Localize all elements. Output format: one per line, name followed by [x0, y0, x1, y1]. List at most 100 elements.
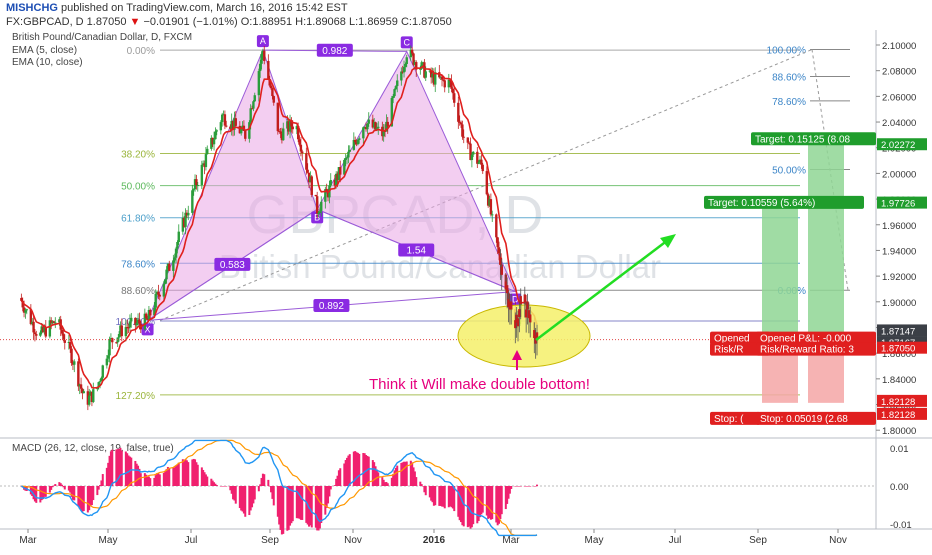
candle-body — [439, 76, 442, 78]
macd-hist-bar — [271, 486, 274, 499]
fib-level-label: 127.20% — [116, 391, 156, 402]
candle-body — [149, 309, 152, 316]
macd-hist-bar — [118, 448, 121, 486]
risk-label-1-bg — [710, 342, 770, 356]
candle-body — [158, 294, 161, 297]
candle-body — [344, 158, 347, 160]
candle-body — [261, 50, 265, 55]
macd-hist-bar — [116, 449, 119, 486]
macd-hist-bar — [310, 486, 313, 528]
candle-body — [419, 68, 422, 70]
macd-hist-bar — [434, 486, 437, 506]
price-tag-bg — [877, 138, 927, 151]
ema-line — [20, 65, 538, 389]
macd-hist-bar — [458, 486, 461, 521]
candle-body — [305, 153, 308, 170]
price-tick-label: 1.80000 — [882, 426, 916, 437]
candle-body — [124, 327, 128, 337]
opened-label-1-bg — [710, 331, 770, 345]
macd-hist-bar — [517, 486, 520, 487]
ratio-label: 0.982 — [322, 46, 347, 57]
candle-body — [185, 212, 189, 216]
annotation-arrow-head-icon — [512, 350, 522, 360]
macd-hist-bar — [529, 486, 532, 487]
macd-hist-bar — [109, 451, 112, 486]
macd-hist-bar — [329, 486, 332, 490]
ratio-badge — [214, 257, 251, 271]
ema10-legend[interactable]: EMA (10, close) — [12, 57, 83, 68]
macd-hist-bar — [71, 486, 74, 500]
candle-body — [187, 212, 190, 216]
ema5-legend[interactable]: EMA (5, close) — [12, 45, 78, 56]
macd-tick-label: -0.01 — [890, 520, 912, 531]
candle-body — [182, 217, 186, 227]
macd-hist-bar — [518, 486, 521, 487]
macd-hist-bar — [181, 459, 184, 486]
pattern-point-label: C — [403, 37, 410, 47]
candle-body — [429, 70, 433, 78]
macd-hist-bar — [510, 486, 513, 489]
candle-body-highlight — [526, 301, 529, 310]
macd-hist-bar — [316, 486, 319, 531]
candle-body-highlight — [510, 301, 513, 310]
candle-body — [356, 139, 360, 145]
macd-hist-bar — [282, 486, 285, 534]
candle-body — [421, 62, 425, 64]
candle-body — [173, 257, 176, 261]
macd-hist-bar — [260, 477, 263, 486]
candle-body — [146, 318, 149, 320]
price-tag: 1.87050 — [881, 344, 915, 355]
candle-body — [35, 334, 38, 336]
candle-body — [363, 127, 366, 129]
candle-body — [29, 309, 33, 325]
price-tick-label: 1.94000 — [882, 246, 916, 257]
author-name[interactable]: MISHCHG — [6, 2, 58, 14]
macd-hist-bar — [58, 482, 61, 486]
candle-body-highlight — [515, 314, 518, 323]
macd-hist-bar — [80, 486, 83, 511]
macd-hist-bar — [396, 465, 399, 486]
macd-hist-bar — [119, 447, 122, 486]
candle-body — [382, 130, 385, 137]
macd-hist-bar — [138, 468, 141, 486]
candle-body — [233, 118, 236, 130]
target-zone-1 — [762, 202, 798, 340]
candle-body — [428, 70, 432, 72]
macd-hist-bar — [489, 486, 492, 520]
candle-body — [147, 309, 151, 320]
macd-tick-label: 0.00 — [890, 482, 909, 493]
candle-body — [126, 327, 129, 329]
candle-body — [453, 93, 456, 103]
macd-hist-bar — [230, 486, 233, 494]
candle-body — [400, 71, 403, 81]
macd-hist-bar — [289, 486, 292, 526]
ratio-label: 1.54 — [407, 245, 427, 256]
fib-right-label: 100.00% — [767, 45, 807, 56]
macd-hist-bar — [63, 486, 66, 490]
macd-hist-bar — [202, 469, 205, 486]
price-tag: 1.82128 — [881, 410, 915, 421]
risk-label-2: Risk/Reward Ratio: 3 — [760, 345, 854, 356]
candle-body — [489, 199, 493, 215]
candle-body — [78, 384, 81, 387]
macd-hist-bar — [536, 484, 539, 486]
candle-body — [231, 120, 235, 130]
macd-hist-bar — [447, 486, 450, 508]
candle-body — [458, 121, 461, 123]
target-label-1-bg — [704, 195, 864, 209]
candle-body — [253, 95, 256, 102]
macd-hist-bar — [431, 486, 434, 503]
macd-hist-bar — [173, 467, 176, 486]
macd-hist-bar — [203, 472, 206, 486]
candle-body — [334, 173, 338, 186]
macd-hist-bar — [409, 460, 412, 486]
opened-label-1: Opened — [714, 334, 750, 345]
candle-body — [366, 123, 369, 130]
candle-body — [219, 122, 223, 131]
macd-hist-bar — [154, 475, 157, 486]
projection-arrow — [535, 239, 669, 341]
candle-body — [258, 63, 262, 72]
candle-body — [115, 342, 118, 344]
